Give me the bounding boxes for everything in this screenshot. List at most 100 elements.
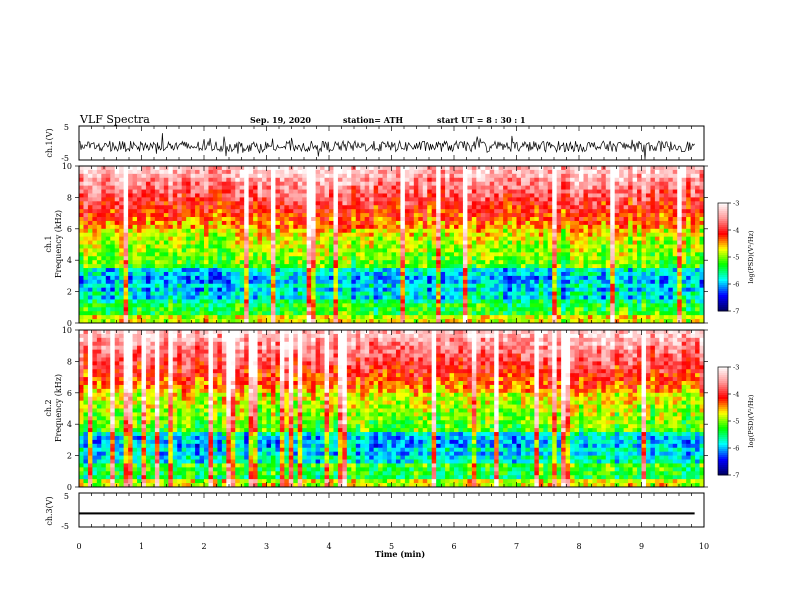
spectrogram-cell — [480, 279, 486, 285]
spectrogram-cell — [507, 173, 513, 179]
spectrogram-cell — [409, 256, 415, 261]
spectrogram-cell — [382, 271, 388, 277]
spectrogram-cell — [628, 236, 633, 241]
spectrogram-cell — [324, 283, 330, 289]
spectrogram-cell — [114, 279, 120, 285]
spectrogram-cell — [168, 240, 174, 245]
spectrogram-cell — [360, 260, 366, 265]
spectrogram-cell — [244, 232, 250, 238]
spectrogram-cell — [212, 260, 218, 265]
spectrogram-cell — [79, 271, 84, 277]
spectrogram-cell — [378, 209, 383, 214]
spectrogram-cell — [253, 177, 258, 183]
spectrogram-cell — [516, 193, 522, 198]
spectrogram-cell — [391, 177, 397, 183]
spectrogram-cell — [462, 224, 468, 230]
spectrogram-cell — [145, 252, 151, 257]
spectrogram-cell — [476, 240, 482, 245]
spectrogram-cell — [373, 283, 379, 289]
spectrogram-cell — [137, 189, 142, 194]
spectrogram-cell — [431, 224, 437, 230]
spectrogram-cell — [579, 228, 584, 234]
spectrogram-cell — [650, 185, 656, 190]
spectrogram-cell — [190, 240, 196, 245]
spectrogram-cell — [315, 213, 321, 218]
spectrogram-cell — [266, 268, 272, 273]
spectrogram-cell — [329, 244, 334, 249]
spectrogram-cell — [628, 248, 633, 253]
spectrogram-cell — [574, 291, 580, 296]
spectrogram-cell — [244, 268, 250, 273]
spectrogram-cell — [266, 201, 272, 206]
spectrogram-cell — [525, 193, 531, 198]
spectrogram-cell — [395, 181, 401, 187]
spectrogram-cell — [320, 275, 325, 281]
spectrogram-cell — [177, 228, 183, 234]
spectrogram-cell — [480, 201, 486, 206]
spectrogram-cell — [360, 181, 366, 187]
spectrogram-cell — [181, 224, 187, 230]
spectrogram-cell — [596, 177, 602, 183]
spectrogram-cell — [351, 303, 357, 308]
spectrogram-cell — [257, 173, 263, 179]
spectrogram-cell — [369, 177, 375, 183]
spectrogram-cell — [373, 185, 379, 190]
spectrogram-cell — [137, 185, 142, 190]
spectrogram-cell — [342, 166, 348, 171]
spectrogram-cell — [311, 279, 316, 285]
spectrogram-cell — [565, 181, 571, 187]
spectrogram-cell — [302, 303, 308, 308]
spectrogram-cell — [355, 252, 361, 257]
spectrogram-cell — [686, 264, 691, 269]
spectrogram-cell — [592, 299, 598, 304]
spectrogram-cell — [230, 275, 236, 281]
spectrogram-cell — [320, 248, 325, 253]
spectrogram-cell — [681, 240, 687, 245]
spectrogram-cell — [387, 220, 392, 226]
spectrogram-cell — [605, 181, 611, 187]
spectrogram-cell — [391, 224, 397, 230]
spectrogram-cell — [695, 291, 700, 296]
spectrogram-cell — [632, 201, 638, 206]
spectrogram-cell — [583, 193, 589, 198]
spectrogram-cell — [226, 287, 232, 293]
spectrogram-cell — [605, 173, 611, 179]
spectrogram-cell — [154, 264, 160, 269]
spectrogram-cell — [177, 244, 183, 249]
spectrogram-cell — [400, 166, 406, 171]
spectrogram-cell — [440, 275, 446, 281]
spectrogram-cell — [159, 248, 165, 253]
spectrogram-cell — [145, 228, 151, 234]
spectrogram-cell — [369, 205, 375, 210]
spectrogram-cell — [645, 193, 651, 198]
spectrogram-cell — [462, 220, 468, 226]
spectrogram-cell — [235, 303, 241, 308]
spectrogram-cell — [672, 189, 678, 194]
spectrogram-cell — [610, 268, 616, 273]
spectrogram-cell — [668, 220, 674, 226]
spectrogram-cell — [525, 197, 531, 202]
spectrogram-cell — [168, 248, 174, 253]
spectrogram-cell — [150, 279, 156, 285]
spectrogram-cell — [395, 299, 401, 304]
spectrogram-cell — [221, 252, 227, 257]
spectrogram-cell — [262, 275, 267, 281]
spectrogram-cell — [355, 173, 361, 179]
spectrogram-cell — [431, 177, 437, 183]
ch1-ytick-top: 5 — [64, 123, 69, 132]
spectrogram-cell — [266, 256, 272, 261]
spectrogram-cell — [494, 256, 500, 261]
spectrogram-cell — [454, 287, 459, 293]
spectrogram-cell — [186, 244, 191, 249]
spectrogram-cell — [632, 232, 638, 238]
spectrogram-cell — [235, 260, 241, 265]
spectrogram-cell — [677, 291, 683, 296]
spectrogram-cell — [592, 220, 598, 226]
spectrogram-cell — [355, 177, 361, 183]
spectrogram-cell — [168, 287, 174, 293]
spectrogram-cell — [404, 213, 410, 218]
spectrogram-cell — [699, 240, 705, 245]
spectrogram-cell — [342, 217, 348, 222]
spectrogram-cell — [275, 236, 281, 241]
spectrogram-cell — [83, 185, 89, 190]
